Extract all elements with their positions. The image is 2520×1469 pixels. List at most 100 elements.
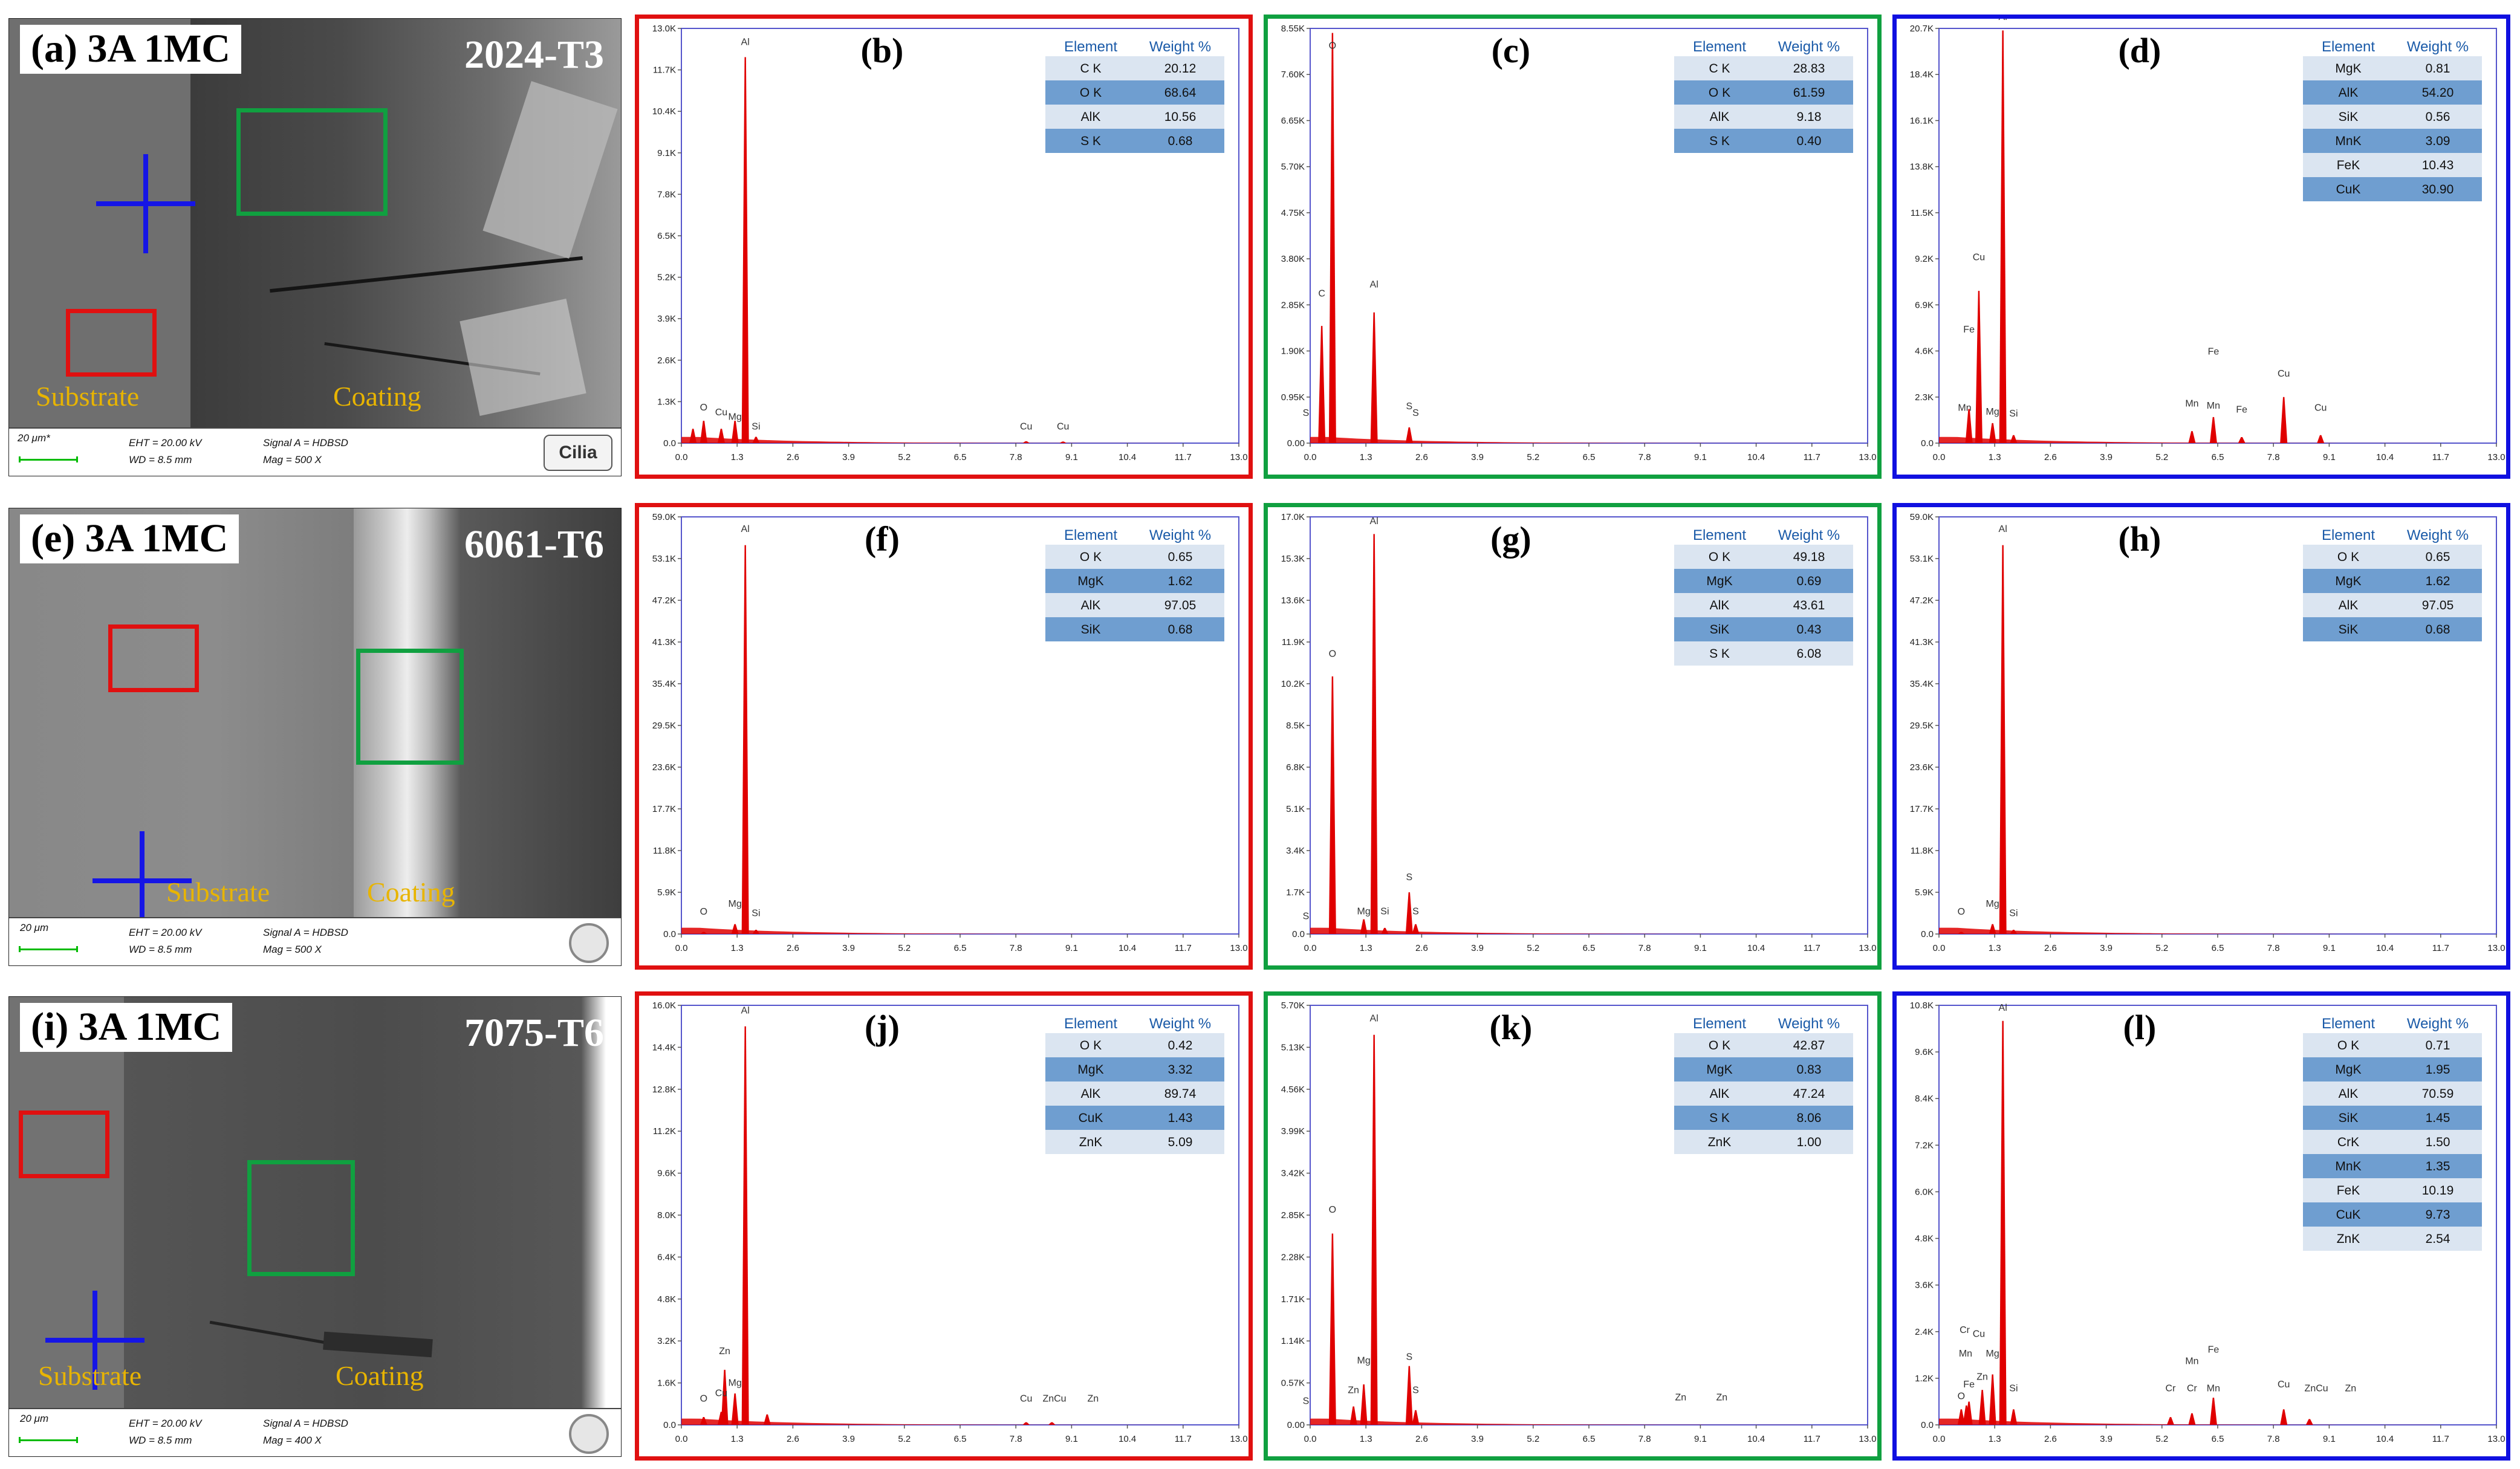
table-cell-element: AlK [1081, 1087, 1101, 1101]
x-tick-label: 0.0 [1304, 943, 1317, 953]
x-tick-label: 7.8 [2267, 452, 2280, 462]
table-cell-weight: 10.19 [2422, 1184, 2454, 1198]
x-tick-label: 7.8 [1010, 452, 1022, 462]
table-row [1045, 80, 1224, 105]
eds-panel-l: 0.0 1.2K 2.4K 3.6K 4.8K 6.0K 7.2K 8.4K 9.6K 10.8K… [1892, 991, 2510, 1461]
table-cell-element: ZnK [1079, 1135, 1103, 1149]
red-analysis-box [66, 309, 157, 377]
table-row [2303, 1081, 2482, 1106]
coating-label: Coating [333, 381, 421, 412]
table-row [1674, 1130, 1853, 1154]
x-tick-label: 7.8 [2267, 943, 2280, 953]
table-header-weight: Weight % [2407, 527, 2469, 543]
spectrum-peak [1318, 326, 1326, 443]
sem-image-e: (e) 3A 1MC 6061-T6 Substrate Coating 20 … [8, 508, 622, 966]
x-tick-label: 5.2 [898, 452, 911, 462]
peak-label: Si [2009, 409, 2018, 419]
y-tick-label: 11.5K [1911, 208, 1934, 218]
x-tick-label: 11.7 [1804, 1434, 1820, 1444]
table-header-element: Element [2322, 1016, 2375, 1032]
table-row [1674, 129, 1853, 153]
x-tick-label: 9.1 [1065, 452, 1078, 462]
spectrum-peak [2188, 431, 2196, 443]
table-cell-element: S K [1709, 647, 1730, 661]
peak-label: Mn [2207, 1384, 2220, 1394]
table-cell-element: AlK [1710, 1087, 1730, 1101]
y-tick-label: 29.5K [652, 721, 676, 731]
spectrum-peak [1999, 545, 2007, 934]
x-tick-label: 13.0 [2487, 1434, 2505, 1444]
table-row [1674, 593, 1853, 617]
table-cell-weight: 0.56 [2426, 110, 2450, 124]
peak-label: Mg [1357, 907, 1371, 917]
spectrum-peak [2188, 1413, 2196, 1425]
x-tick-label: 0.0 [1304, 452, 1317, 462]
table-row [2303, 129, 2482, 153]
panel-label-i: (i) 3A 1MC [20, 1003, 233, 1052]
y-tick-label: 1.90K [1281, 346, 1305, 357]
table-row [1045, 56, 1224, 80]
table-row [1045, 129, 1224, 153]
peak-label: Cr [2166, 1384, 2177, 1394]
mag-text: Mag = 500 X [263, 454, 322, 465]
table-header-element: Element [2322, 527, 2375, 543]
y-tick-label: 1.6K [657, 1378, 676, 1389]
table-row [2303, 1202, 2482, 1227]
sem-info-bar: 20 μm EHT = 20.00 kV WD = 8.5 mm Signal … [9, 917, 621, 965]
table-cell-element: SiK [1710, 623, 1730, 637]
peak-label: Fe [2208, 346, 2220, 357]
peak-label: Cu [1020, 422, 1032, 432]
table-cell-element: AlK [2339, 1087, 2359, 1101]
table-cell-element: SiK [2339, 110, 2359, 124]
lab-logo [569, 923, 609, 963]
table-row [2303, 1178, 2482, 1202]
spectrum-peak [752, 436, 760, 443]
spectrum-peak [1957, 1409, 1965, 1425]
y-tick-label: 17.7K [1910, 804, 1934, 814]
red-analysis-box [19, 1111, 109, 1178]
y-tick-label: 13.8K [1910, 162, 1934, 172]
table-cell-weight: 5.09 [1168, 1135, 1193, 1149]
x-tick-label: 11.7 [1175, 452, 1192, 462]
peak-label: Al [1370, 1013, 1379, 1023]
peak-label: S [1412, 907, 1419, 917]
y-tick-label: 2.6K [657, 355, 676, 366]
coating-label: Coating [336, 1360, 424, 1391]
table-cell-element: MgK [1077, 574, 1103, 588]
table-row [2303, 80, 2482, 105]
peak-label: Mn [1958, 403, 1971, 413]
table-header-element: Element [1693, 527, 1746, 543]
panel-letter: (j) [865, 1008, 900, 1047]
y-tick-label: 10.4K [652, 106, 676, 117]
y-tick-label: 41.3K [1910, 637, 1934, 647]
coating-area [124, 997, 621, 1456]
y-tick-label: 9.6K [657, 1169, 676, 1179]
spectrum-peak [689, 429, 697, 443]
table-header-weight: Weight % [1778, 1016, 1840, 1032]
x-tick-label: 6.5 [954, 1434, 967, 1444]
table-cell-element: C K [1709, 62, 1730, 76]
panel-letter: (f) [865, 519, 900, 559]
y-tick-label: 17.7K [652, 804, 676, 814]
spectrum-peak [1059, 441, 1067, 443]
x-tick-label: 1.3 [1989, 1434, 2001, 1444]
scale-bar [19, 946, 78, 952]
spectrum-background [1939, 436, 2496, 443]
table-row [1674, 1081, 1853, 1106]
signal-text: Signal A = HDBSD [263, 927, 348, 938]
spectrum-peak [2280, 397, 2288, 443]
table-cell-weight: 0.69 [1797, 574, 1822, 588]
spectrum-peak [731, 421, 739, 443]
blue-point-crosshair [143, 154, 148, 253]
spectrum-peak [1989, 1374, 1996, 1425]
x-tick-label: 2.6 [2044, 943, 2057, 953]
table-cell-element: O K [1080, 86, 1102, 100]
peak-label: O [700, 403, 707, 413]
peak-label: Si [1380, 907, 1389, 917]
x-tick-label: 5.2 [1527, 452, 1539, 462]
y-tick-label: 47.2K [652, 595, 676, 606]
peak-label: S [1412, 1385, 1419, 1395]
x-tick-label: 13.0 [1230, 943, 1247, 953]
x-tick-label: 2.6 [1415, 943, 1428, 953]
eht-text: EHT = 20.00 kV [129, 1418, 202, 1429]
